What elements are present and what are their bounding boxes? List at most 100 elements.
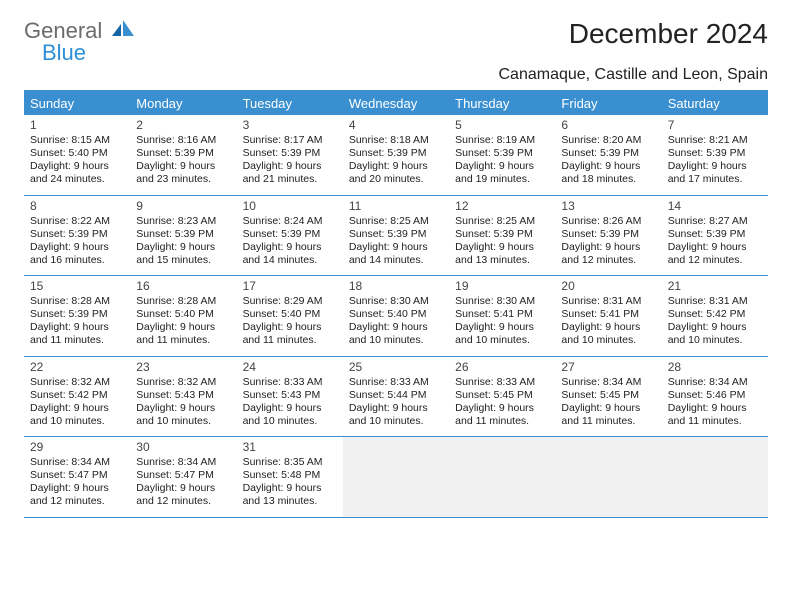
daylight-line: Daylight: 9 hours and 10 minutes. [30, 402, 124, 428]
day-cell: 11Sunrise: 8:25 AMSunset: 5:39 PMDayligh… [343, 196, 449, 276]
sunrise-line: Sunrise: 8:30 AM [349, 295, 443, 308]
weekday-header: Saturday [662, 92, 768, 115]
day-number: 26 [455, 360, 549, 374]
daylight-line: Daylight: 9 hours and 10 minutes. [349, 321, 443, 347]
week-row: 22Sunrise: 8:32 AMSunset: 5:42 PMDayligh… [24, 357, 768, 438]
day-number: 14 [668, 199, 762, 213]
sunset-line: Sunset: 5:40 PM [136, 308, 230, 321]
daylight-line: Daylight: 9 hours and 14 minutes. [349, 241, 443, 267]
location-text: Canamaque, Castille and Leon, Spain [24, 66, 768, 84]
daylight-line: Daylight: 9 hours and 16 minutes. [30, 241, 124, 267]
sunrise-line: Sunrise: 8:28 AM [136, 295, 230, 308]
sunset-line: Sunset: 5:39 PM [30, 228, 124, 241]
sunrise-line: Sunrise: 8:33 AM [349, 376, 443, 389]
sunrise-line: Sunrise: 8:34 AM [30, 456, 124, 469]
sunset-line: Sunset: 5:39 PM [136, 147, 230, 160]
sunset-line: Sunset: 5:39 PM [668, 228, 762, 241]
sunrise-line: Sunrise: 8:35 AM [243, 456, 337, 469]
sunrise-line: Sunrise: 8:18 AM [349, 134, 443, 147]
sail-icon [112, 20, 134, 42]
empty-day-cell [555, 437, 661, 517]
day-number: 20 [561, 279, 655, 293]
day-number: 18 [349, 279, 443, 293]
day-number: 17 [243, 279, 337, 293]
sunset-line: Sunset: 5:44 PM [349, 389, 443, 402]
sunrise-line: Sunrise: 8:17 AM [243, 134, 337, 147]
daylight-line: Daylight: 9 hours and 10 minutes. [455, 321, 549, 347]
day-number: 2 [136, 118, 230, 132]
weekday-header-row: SundayMondayTuesdayWednesdayThursdayFrid… [24, 92, 768, 115]
sunset-line: Sunset: 5:43 PM [136, 389, 230, 402]
day-cell: 28Sunrise: 8:34 AMSunset: 5:46 PMDayligh… [662, 357, 768, 437]
day-cell: 16Sunrise: 8:28 AMSunset: 5:40 PMDayligh… [130, 276, 236, 356]
sunset-line: Sunset: 5:42 PM [668, 308, 762, 321]
sunset-line: Sunset: 5:47 PM [30, 469, 124, 482]
day-number: 25 [349, 360, 443, 374]
sunset-line: Sunset: 5:46 PM [668, 389, 762, 402]
sunset-line: Sunset: 5:43 PM [243, 389, 337, 402]
day-cell: 17Sunrise: 8:29 AMSunset: 5:40 PMDayligh… [237, 276, 343, 356]
daylight-line: Daylight: 9 hours and 11 minutes. [455, 402, 549, 428]
day-number: 19 [455, 279, 549, 293]
sunrise-line: Sunrise: 8:34 AM [668, 376, 762, 389]
day-cell: 25Sunrise: 8:33 AMSunset: 5:44 PMDayligh… [343, 357, 449, 437]
day-cell: 1Sunrise: 8:15 AMSunset: 5:40 PMDaylight… [24, 115, 130, 195]
sunset-line: Sunset: 5:42 PM [30, 389, 124, 402]
header-row: General Blue December 2024 [24, 18, 768, 64]
sunset-line: Sunset: 5:39 PM [243, 228, 337, 241]
sunrise-line: Sunrise: 8:33 AM [455, 376, 549, 389]
sunrise-line: Sunrise: 8:27 AM [668, 215, 762, 228]
day-number: 22 [30, 360, 124, 374]
sunrise-line: Sunrise: 8:16 AM [136, 134, 230, 147]
weekday-header: Wednesday [343, 92, 449, 115]
weekday-header: Friday [555, 92, 661, 115]
daylight-line: Daylight: 9 hours and 18 minutes. [561, 160, 655, 186]
sunrise-line: Sunrise: 8:34 AM [561, 376, 655, 389]
sunset-line: Sunset: 5:39 PM [30, 308, 124, 321]
day-number: 29 [30, 440, 124, 454]
sunset-line: Sunset: 5:39 PM [455, 147, 549, 160]
day-cell: 13Sunrise: 8:26 AMSunset: 5:39 PMDayligh… [555, 196, 661, 276]
sunset-line: Sunset: 5:40 PM [349, 308, 443, 321]
day-cell: 5Sunrise: 8:19 AMSunset: 5:39 PMDaylight… [449, 115, 555, 195]
sunset-line: Sunset: 5:39 PM [349, 147, 443, 160]
day-number: 30 [136, 440, 230, 454]
sunset-line: Sunset: 5:39 PM [349, 228, 443, 241]
day-number: 28 [668, 360, 762, 374]
day-cell: 2Sunrise: 8:16 AMSunset: 5:39 PMDaylight… [130, 115, 236, 195]
sunrise-line: Sunrise: 8:25 AM [349, 215, 443, 228]
day-cell: 31Sunrise: 8:35 AMSunset: 5:48 PMDayligh… [237, 437, 343, 517]
sunrise-line: Sunrise: 8:32 AM [136, 376, 230, 389]
week-row: 29Sunrise: 8:34 AMSunset: 5:47 PMDayligh… [24, 437, 768, 518]
sunset-line: Sunset: 5:39 PM [668, 147, 762, 160]
sunset-line: Sunset: 5:45 PM [561, 389, 655, 402]
daylight-line: Daylight: 9 hours and 24 minutes. [30, 160, 124, 186]
daylight-line: Daylight: 9 hours and 17 minutes. [668, 160, 762, 186]
daylight-line: Daylight: 9 hours and 13 minutes. [243, 482, 337, 508]
sunrise-line: Sunrise: 8:20 AM [561, 134, 655, 147]
sunrise-line: Sunrise: 8:34 AM [136, 456, 230, 469]
day-cell: 18 Sunrise: 8:30 AMSunset: 5:40 PMDayligh… [343, 276, 449, 356]
sunset-line: Sunset: 5:41 PM [561, 308, 655, 321]
day-number: 27 [561, 360, 655, 374]
sunrise-line: Sunrise: 8:31 AM [561, 295, 655, 308]
day-cell: 8Sunrise: 8:22 AMSunset: 5:39 PMDaylight… [24, 196, 130, 276]
weekday-header: Monday [130, 92, 236, 115]
week-row: 8Sunrise: 8:22 AMSunset: 5:39 PMDaylight… [24, 196, 768, 277]
sunrise-line: Sunrise: 8:29 AM [243, 295, 337, 308]
empty-day-cell [449, 437, 555, 517]
day-cell: 26Sunrise: 8:33 AMSunset: 5:45 PMDayligh… [449, 357, 555, 437]
sunset-line: Sunset: 5:39 PM [561, 147, 655, 160]
daylight-line: Daylight: 9 hours and 21 minutes. [243, 160, 337, 186]
day-number: 16 [136, 279, 230, 293]
day-number: 13 [561, 199, 655, 213]
month-title: December 2024 [569, 18, 768, 50]
brand-text: General Blue [24, 18, 134, 64]
daylight-line: Daylight: 9 hours and 10 minutes. [243, 402, 337, 428]
sunrise-line: Sunrise: 8:23 AM [136, 215, 230, 228]
day-cell: 29Sunrise: 8:34 AMSunset: 5:47 PMDayligh… [24, 437, 130, 517]
sunrise-line: Sunrise: 8:28 AM [30, 295, 124, 308]
daylight-line: Daylight: 9 hours and 11 minutes. [243, 321, 337, 347]
sunrise-line: Sunrise: 8:22 AM [30, 215, 124, 228]
day-cell: 20Sunrise: 8:31 AMSunset: 5:41 PMDayligh… [555, 276, 661, 356]
